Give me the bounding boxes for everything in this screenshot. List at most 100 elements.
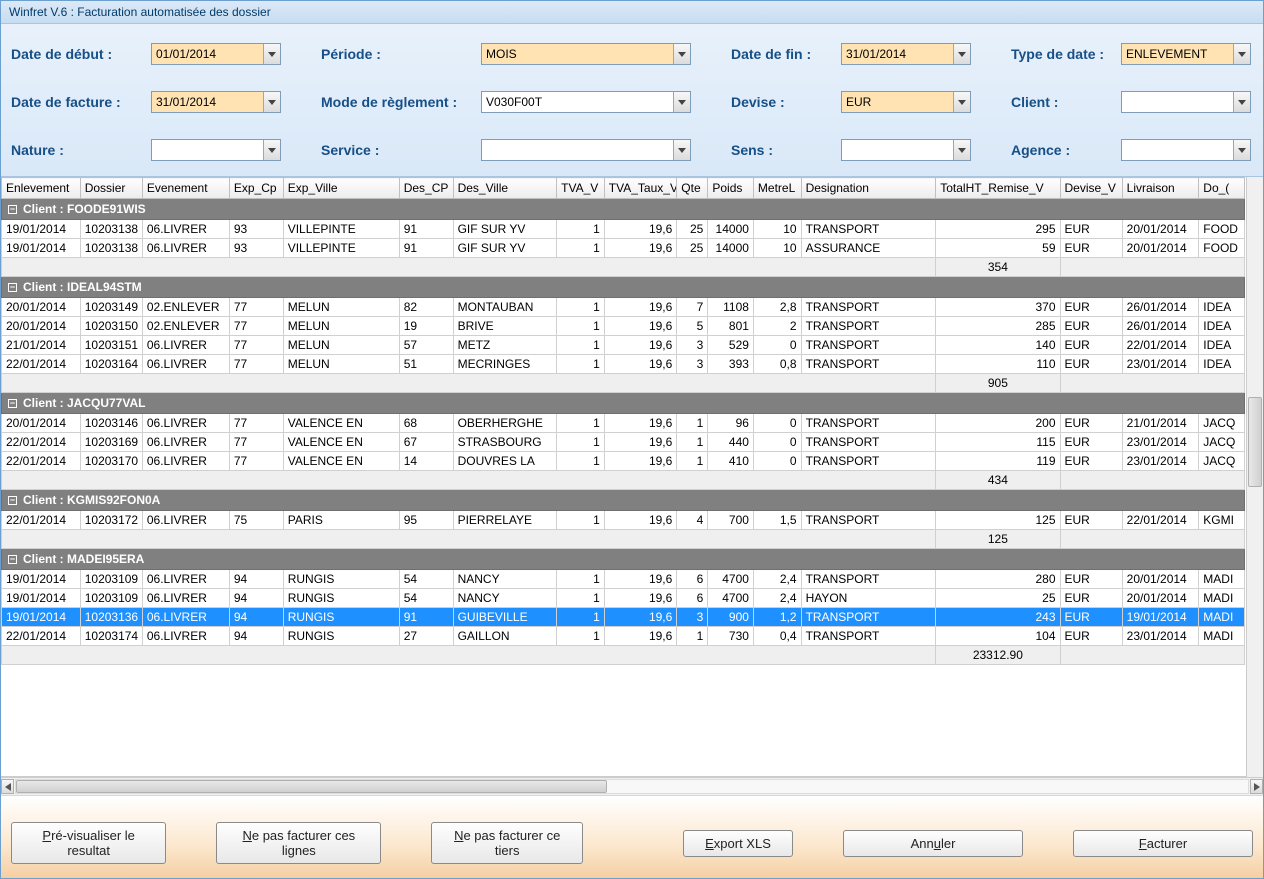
annuler-button[interactable]: Annuler: [843, 830, 1023, 857]
cell-total: 280: [936, 570, 1060, 589]
group-header[interactable]: −Client : MADEI95ERA: [2, 549, 1245, 570]
collapse-icon[interactable]: −: [8, 399, 17, 408]
export-xls-button[interactable]: Export XLS: [683, 830, 793, 857]
table-row[interactable]: 22/01/20141020316906.LIVRER77VALENCE EN6…: [2, 433, 1245, 452]
group-header[interactable]: −Client : IDEAL94STM: [2, 277, 1245, 298]
column-header-exp_ville[interactable]: Exp_Ville: [283, 178, 399, 199]
column-header-tva_v[interactable]: TVA_V: [557, 178, 605, 199]
combo-mode-reglement[interactable]: V030F00T: [481, 91, 691, 113]
cell-evenement: 06.LIVRER: [142, 336, 229, 355]
vertical-scrollbar[interactable]: [1246, 177, 1263, 777]
scroll-left-button[interactable]: [1, 779, 14, 794]
chevron-down-icon[interactable]: [1233, 44, 1250, 64]
chevron-down-icon[interactable]: [263, 92, 280, 112]
label-agence: Agence :: [1011, 142, 1121, 158]
cell-livraison: 22/01/2014: [1122, 511, 1199, 530]
column-header-enlevement[interactable]: Enlevement: [2, 178, 81, 199]
label-client: Client :: [1011, 94, 1121, 110]
cell-tva_taux: 19,6: [604, 511, 677, 530]
facturer-button[interactable]: Facturer: [1073, 830, 1253, 857]
table-row[interactable]: 19/01/20141020310906.LIVRER94RUNGIS54NAN…: [2, 570, 1245, 589]
scrollbar-thumb[interactable]: [1248, 397, 1262, 487]
group-header[interactable]: −Client : JACQU77VAL: [2, 393, 1245, 414]
column-header-des_cp[interactable]: Des_CP: [399, 178, 453, 199]
cell-poids: 4700: [708, 589, 754, 608]
combo-date-debut[interactable]: 01/01/2014: [151, 43, 281, 65]
table-row[interactable]: 20/01/20141020314902.ENLEVER77MELUN82MON…: [2, 298, 1245, 317]
cell-tva_v: 1: [557, 589, 605, 608]
cell-tva_v: 1: [557, 239, 605, 258]
cell-dossier: 10203109: [80, 570, 142, 589]
table-row[interactable]: 19/01/20141020313806.LIVRER93VILLEPINTE9…: [2, 220, 1245, 239]
column-header-tva_taux[interactable]: TVA_Taux_V: [604, 178, 677, 199]
chevron-down-icon[interactable]: [1233, 140, 1250, 160]
combo-date-facture[interactable]: 31/01/2014: [151, 91, 281, 113]
collapse-icon[interactable]: −: [8, 555, 17, 564]
chevron-down-icon[interactable]: [953, 44, 970, 64]
collapse-icon[interactable]: −: [8, 496, 17, 505]
combo-periode[interactable]: MOIS: [481, 43, 691, 65]
combo-sens[interactable]: [841, 139, 971, 161]
combo-type-date[interactable]: ENLEVEMENT: [1121, 43, 1251, 65]
scrollbar-thumb[interactable]: [16, 780, 607, 793]
combo-client[interactable]: [1121, 91, 1251, 113]
table-row[interactable]: 22/01/20141020317206.LIVRER75PARIS95PIER…: [2, 511, 1245, 530]
chevron-down-icon[interactable]: [673, 140, 690, 160]
group-header[interactable]: −Client : KGMIS92FON0A: [2, 490, 1245, 511]
table-row[interactable]: 19/01/20141020310906.LIVRER94RUNGIS54NAN…: [2, 589, 1245, 608]
table-row[interactable]: 19/01/20141020313806.LIVRER93VILLEPINTE9…: [2, 239, 1245, 258]
group-header[interactable]: −Client : FOODE91WIS: [2, 199, 1245, 220]
column-header-livraison[interactable]: Livraison: [1122, 178, 1199, 199]
collapse-icon[interactable]: −: [8, 205, 17, 214]
cell-total: 115: [936, 433, 1060, 452]
chevron-down-icon[interactable]: [673, 44, 690, 64]
column-header-devise_v[interactable]: Devise_V: [1060, 178, 1122, 199]
table-row[interactable]: 22/01/20141020317006.LIVRER77VALENCE EN1…: [2, 452, 1245, 471]
column-header-qte[interactable]: Qte: [677, 178, 708, 199]
cell-devise_v: EUR: [1060, 433, 1122, 452]
table-row[interactable]: 22/01/20141020317406.LIVRER94RUNGIS27GAI…: [2, 627, 1245, 646]
column-header-evenement[interactable]: Evenement: [142, 178, 229, 199]
column-header-do_[interactable]: Do_(: [1199, 178, 1245, 199]
cell-evenement: 06.LIVRER: [142, 220, 229, 239]
cell-exp_cp: 77: [229, 452, 283, 471]
chevron-down-icon[interactable]: [953, 140, 970, 160]
table-row[interactable]: 20/01/20141020315002.ENLEVER77MELUN19BRI…: [2, 317, 1245, 336]
cell-tva_v: 1: [557, 608, 605, 627]
table-row[interactable]: 21/01/20141020315106.LIVRER77MELUN57METZ…: [2, 336, 1245, 355]
table-row[interactable]: 22/01/20141020316406.LIVRER77MELUN51MECR…: [2, 355, 1245, 374]
cell-tva_taux: 19,6: [604, 570, 677, 589]
horizontal-scrollbar[interactable]: [1, 777, 1263, 795]
table-row[interactable]: 19/01/20141020313606.LIVRER94RUNGIS91GUI…: [2, 608, 1245, 627]
chevron-down-icon[interactable]: [673, 92, 690, 112]
ne-pas-facturer-tiers-button[interactable]: Ne pas facturer ce tiers: [431, 822, 583, 864]
combo-date-fin[interactable]: 31/01/2014: [841, 43, 971, 65]
ne-pas-facturer-lignes-button[interactable]: Ne pas facturer ces lignes: [216, 822, 381, 864]
cell-qte: 3: [677, 336, 708, 355]
table-row[interactable]: 20/01/20141020314606.LIVRER77VALENCE EN6…: [2, 414, 1245, 433]
chevron-down-icon[interactable]: [1233, 92, 1250, 112]
main-window: Winfret V.6 : Facturation automatisée de…: [0, 0, 1264, 879]
column-header-total[interactable]: TotalHT_Remise_V: [936, 178, 1060, 199]
column-header-metrel[interactable]: MetreL: [753, 178, 801, 199]
cell-metrel: 2,8: [753, 298, 801, 317]
chevron-down-icon[interactable]: [263, 44, 280, 64]
chevron-down-icon[interactable]: [263, 140, 280, 160]
scrollbar-track[interactable]: [15, 779, 1249, 794]
previsualiser-button[interactable]: Pré-visualiser le resultat: [11, 822, 166, 864]
column-header-poids[interactable]: Poids: [708, 178, 754, 199]
column-header-des_ville[interactable]: Des_Ville: [453, 178, 557, 199]
scroll-right-button[interactable]: [1250, 779, 1263, 794]
combo-service[interactable]: [481, 139, 691, 161]
column-header-exp_cp[interactable]: Exp_Cp: [229, 178, 283, 199]
data-grid-scroll[interactable]: EnlevementDossierEvenementExp_CpExp_Vill…: [1, 177, 1263, 777]
column-header-dossier[interactable]: Dossier: [80, 178, 142, 199]
cell-do_: MADI: [1199, 608, 1245, 627]
combo-devise[interactable]: EUR: [841, 91, 971, 113]
combo-agence[interactable]: [1121, 139, 1251, 161]
cell-devise_v: EUR: [1060, 336, 1122, 355]
combo-nature[interactable]: [151, 139, 281, 161]
collapse-icon[interactable]: −: [8, 283, 17, 292]
column-header-designation[interactable]: Designation: [801, 178, 936, 199]
chevron-down-icon[interactable]: [953, 92, 970, 112]
